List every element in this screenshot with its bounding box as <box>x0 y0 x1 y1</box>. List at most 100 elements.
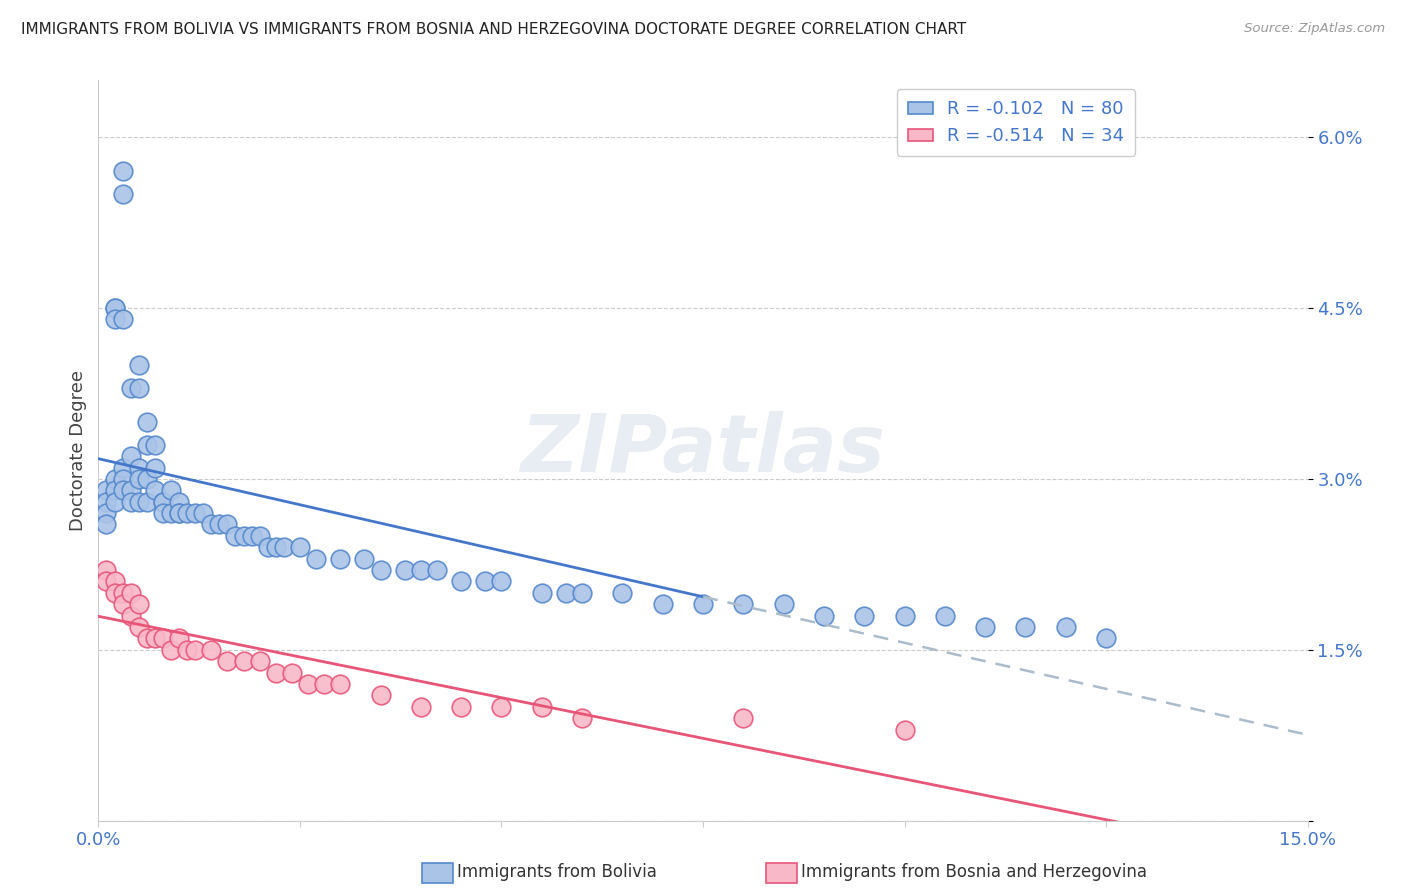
Point <box>120 586 142 600</box>
Point <box>167 506 190 520</box>
Point <box>111 164 134 178</box>
Point <box>491 574 513 589</box>
Point <box>353 551 375 566</box>
Point <box>264 541 287 555</box>
Point <box>530 699 553 714</box>
Point <box>152 494 174 508</box>
Point <box>474 574 496 589</box>
Point <box>128 358 150 372</box>
Point <box>329 677 352 691</box>
Point <box>152 632 174 646</box>
Point <box>103 483 125 498</box>
Point <box>111 472 134 486</box>
Point <box>96 506 118 520</box>
Point <box>135 415 157 429</box>
Point <box>370 563 392 577</box>
Y-axis label: Doctorate Degree: Doctorate Degree <box>69 370 87 531</box>
Point <box>426 563 449 577</box>
Point <box>1054 620 1077 634</box>
Point <box>450 699 472 714</box>
Point <box>152 494 174 508</box>
Point <box>128 620 150 634</box>
Point <box>1095 632 1118 646</box>
Point <box>111 312 134 326</box>
Point <box>651 597 673 611</box>
Point <box>176 642 198 657</box>
Point <box>409 563 432 577</box>
Point <box>128 381 150 395</box>
Point <box>103 494 125 508</box>
Point <box>249 654 271 668</box>
Point <box>160 642 183 657</box>
Point <box>370 689 392 703</box>
Point <box>160 506 183 520</box>
Point <box>450 574 472 589</box>
Point <box>128 472 150 486</box>
Point <box>232 529 254 543</box>
Point <box>96 574 118 589</box>
Text: Immigrants from Bosnia and Herzegovina: Immigrants from Bosnia and Herzegovina <box>801 863 1147 881</box>
Point <box>176 506 198 520</box>
Point <box>135 632 157 646</box>
Point <box>167 506 190 520</box>
Point <box>1014 620 1036 634</box>
Point <box>530 586 553 600</box>
Point <box>733 711 755 725</box>
Point <box>256 541 278 555</box>
Point <box>394 563 416 577</box>
Point <box>200 517 222 532</box>
Point <box>135 438 157 452</box>
Point <box>111 483 134 498</box>
Text: Immigrants from Bolivia: Immigrants from Bolivia <box>457 863 657 881</box>
Point <box>208 517 231 532</box>
Point <box>273 541 295 555</box>
Point <box>167 494 190 508</box>
Point <box>103 301 125 315</box>
Point <box>103 312 125 326</box>
Point <box>193 506 215 520</box>
Point <box>96 483 118 498</box>
Point <box>128 597 150 611</box>
Point <box>297 677 319 691</box>
Point <box>264 665 287 680</box>
Point <box>200 642 222 657</box>
Text: Source: ZipAtlas.com: Source: ZipAtlas.com <box>1244 22 1385 36</box>
Point <box>120 449 142 463</box>
Point <box>103 574 125 589</box>
Point <box>120 381 142 395</box>
Point <box>184 506 207 520</box>
Point <box>184 642 207 657</box>
Point <box>240 529 263 543</box>
Point <box>571 711 593 725</box>
Point <box>103 586 125 600</box>
Point <box>409 699 432 714</box>
Point <box>232 654 254 668</box>
Point <box>893 608 915 623</box>
Point <box>143 632 166 646</box>
Point <box>217 517 239 532</box>
Point <box>853 608 876 623</box>
Point <box>692 597 714 611</box>
Point <box>120 494 142 508</box>
Point <box>128 460 150 475</box>
Point <box>281 665 304 680</box>
Point <box>160 483 183 498</box>
Point <box>571 586 593 600</box>
Point <box>96 563 118 577</box>
Point <box>135 472 157 486</box>
Point <box>288 541 311 555</box>
Point <box>249 529 271 543</box>
Point <box>305 551 328 566</box>
Point <box>96 494 118 508</box>
Legend: R = -0.102   N = 80, R = -0.514   N = 34: R = -0.102 N = 80, R = -0.514 N = 34 <box>897 89 1135 156</box>
Point <box>974 620 997 634</box>
Point <box>128 494 150 508</box>
Point <box>143 483 166 498</box>
Point <box>103 472 125 486</box>
Point <box>329 551 352 566</box>
Point <box>813 608 835 623</box>
Text: ZIPatlas: ZIPatlas <box>520 411 886 490</box>
Text: IMMIGRANTS FROM BOLIVIA VS IMMIGRANTS FROM BOSNIA AND HERZEGOVINA DOCTORATE DEGR: IMMIGRANTS FROM BOLIVIA VS IMMIGRANTS FR… <box>21 22 966 37</box>
Point <box>772 597 794 611</box>
Point <box>491 699 513 714</box>
